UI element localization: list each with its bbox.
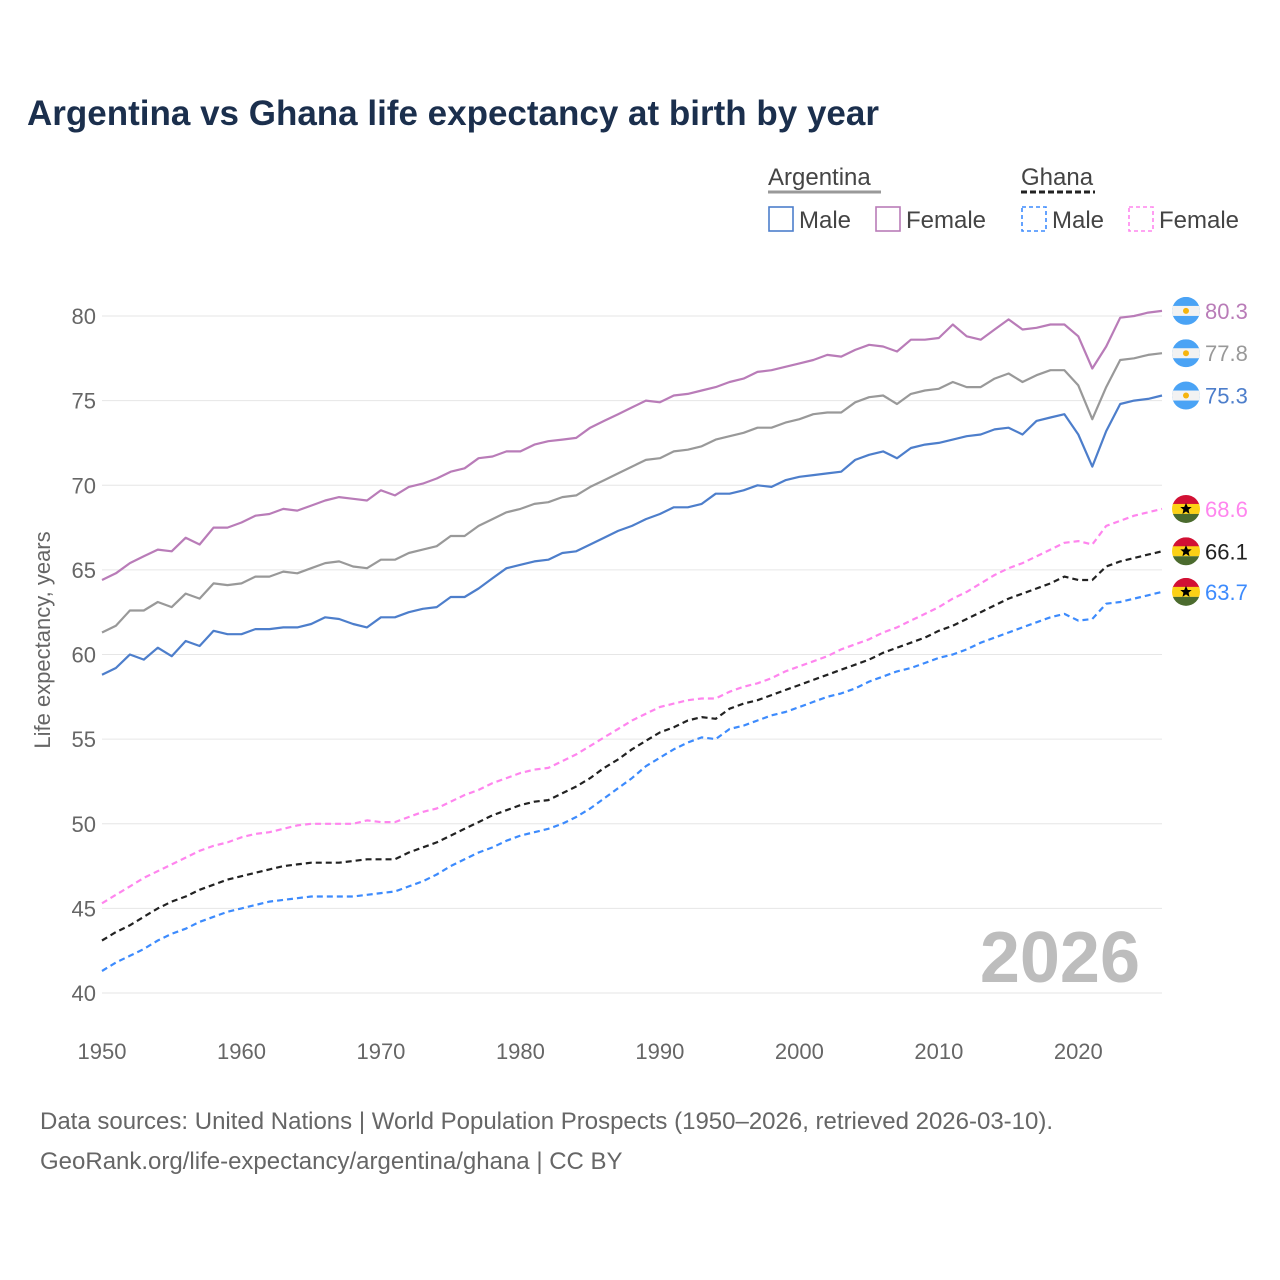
end-value-label: 66.1 xyxy=(1205,539,1248,564)
sun-icon xyxy=(1183,350,1189,357)
source-url[interactable]: GeoRank.org/life-expectancy/argentina/gh… xyxy=(40,1148,623,1175)
series-line-ghana-male xyxy=(101,590,1163,972)
y-axis-label: Life expectancy, years xyxy=(30,531,55,748)
year-watermark: 2026 xyxy=(980,918,1140,998)
end-value-label: 77.8 xyxy=(1205,341,1248,366)
star-icon xyxy=(1180,545,1192,557)
y-tick-label: 55 xyxy=(72,727,96,752)
end-value-label: 63.7 xyxy=(1205,580,1248,605)
legend-item-label: Female xyxy=(1159,207,1239,234)
y-tick-label: 45 xyxy=(72,896,96,921)
y-tick-label: 75 xyxy=(72,389,96,414)
series-line-ghana xyxy=(101,550,1163,942)
star-icon xyxy=(1180,585,1192,597)
end-value-label: 75.3 xyxy=(1205,384,1248,409)
x-tick-label: 2020 xyxy=(1054,1039,1103,1064)
x-tick-label: 1950 xyxy=(78,1039,127,1064)
y-tick-label: 40 xyxy=(72,981,96,1006)
x-tick-label: 1970 xyxy=(356,1039,405,1064)
end-value-label: 68.6 xyxy=(1205,497,1248,522)
x-tick-label: 1990 xyxy=(635,1039,684,1064)
y-tick-label: 60 xyxy=(72,643,96,668)
sun-icon xyxy=(1183,392,1189,399)
flag-stripe xyxy=(1172,494,1200,505)
legend-group-title: Ghana xyxy=(1021,164,1094,191)
series-line-argentina-male xyxy=(101,394,1163,676)
flag-stripe xyxy=(1172,537,1200,548)
data-source-note: Data sources: United Nations | World Pop… xyxy=(40,1108,1054,1135)
sun-icon xyxy=(1183,307,1189,314)
legend-item-label: Male xyxy=(799,207,851,234)
x-tick-label: 2010 xyxy=(914,1039,963,1064)
legend-swatch xyxy=(875,206,901,232)
end-value-label: 80.3 xyxy=(1205,299,1248,324)
series-line-argentina-female xyxy=(101,309,1163,581)
argentina-flag-icon xyxy=(1172,296,1200,325)
x-tick-label: 1960 xyxy=(217,1039,266,1064)
flag-stripe xyxy=(1172,577,1200,588)
star-icon xyxy=(1180,502,1192,514)
ghana-flag-icon xyxy=(1172,537,1200,566)
legend-swatch xyxy=(768,206,794,232)
argentina-flag-icon xyxy=(1172,381,1200,410)
ghana-flag-icon xyxy=(1172,494,1200,523)
legend-swatch xyxy=(1128,206,1154,232)
legend-swatch xyxy=(1021,206,1047,232)
flag-stripe xyxy=(1172,596,1200,606)
legend-item-label: Female xyxy=(906,207,986,234)
flag-stripe xyxy=(1172,513,1200,523)
x-tick-label: 2000 xyxy=(775,1039,824,1064)
legend-item-label: Male xyxy=(1052,207,1104,234)
x-tick-label: 1980 xyxy=(496,1039,545,1064)
y-tick-label: 65 xyxy=(72,558,96,583)
y-tick-label: 80 xyxy=(72,304,96,329)
series-line-argentina xyxy=(101,352,1163,634)
series-line-ghana-female xyxy=(101,507,1163,905)
ghana-flag-icon xyxy=(1172,577,1200,606)
legend-group-title: Argentina xyxy=(768,164,871,191)
y-tick-label: 50 xyxy=(72,812,96,837)
argentina-flag-icon xyxy=(1172,339,1200,368)
chart-title: Argentina vs Ghana life expectancy at bi… xyxy=(27,94,879,133)
flag-stripe xyxy=(1172,556,1200,566)
y-tick-label: 70 xyxy=(72,473,96,498)
